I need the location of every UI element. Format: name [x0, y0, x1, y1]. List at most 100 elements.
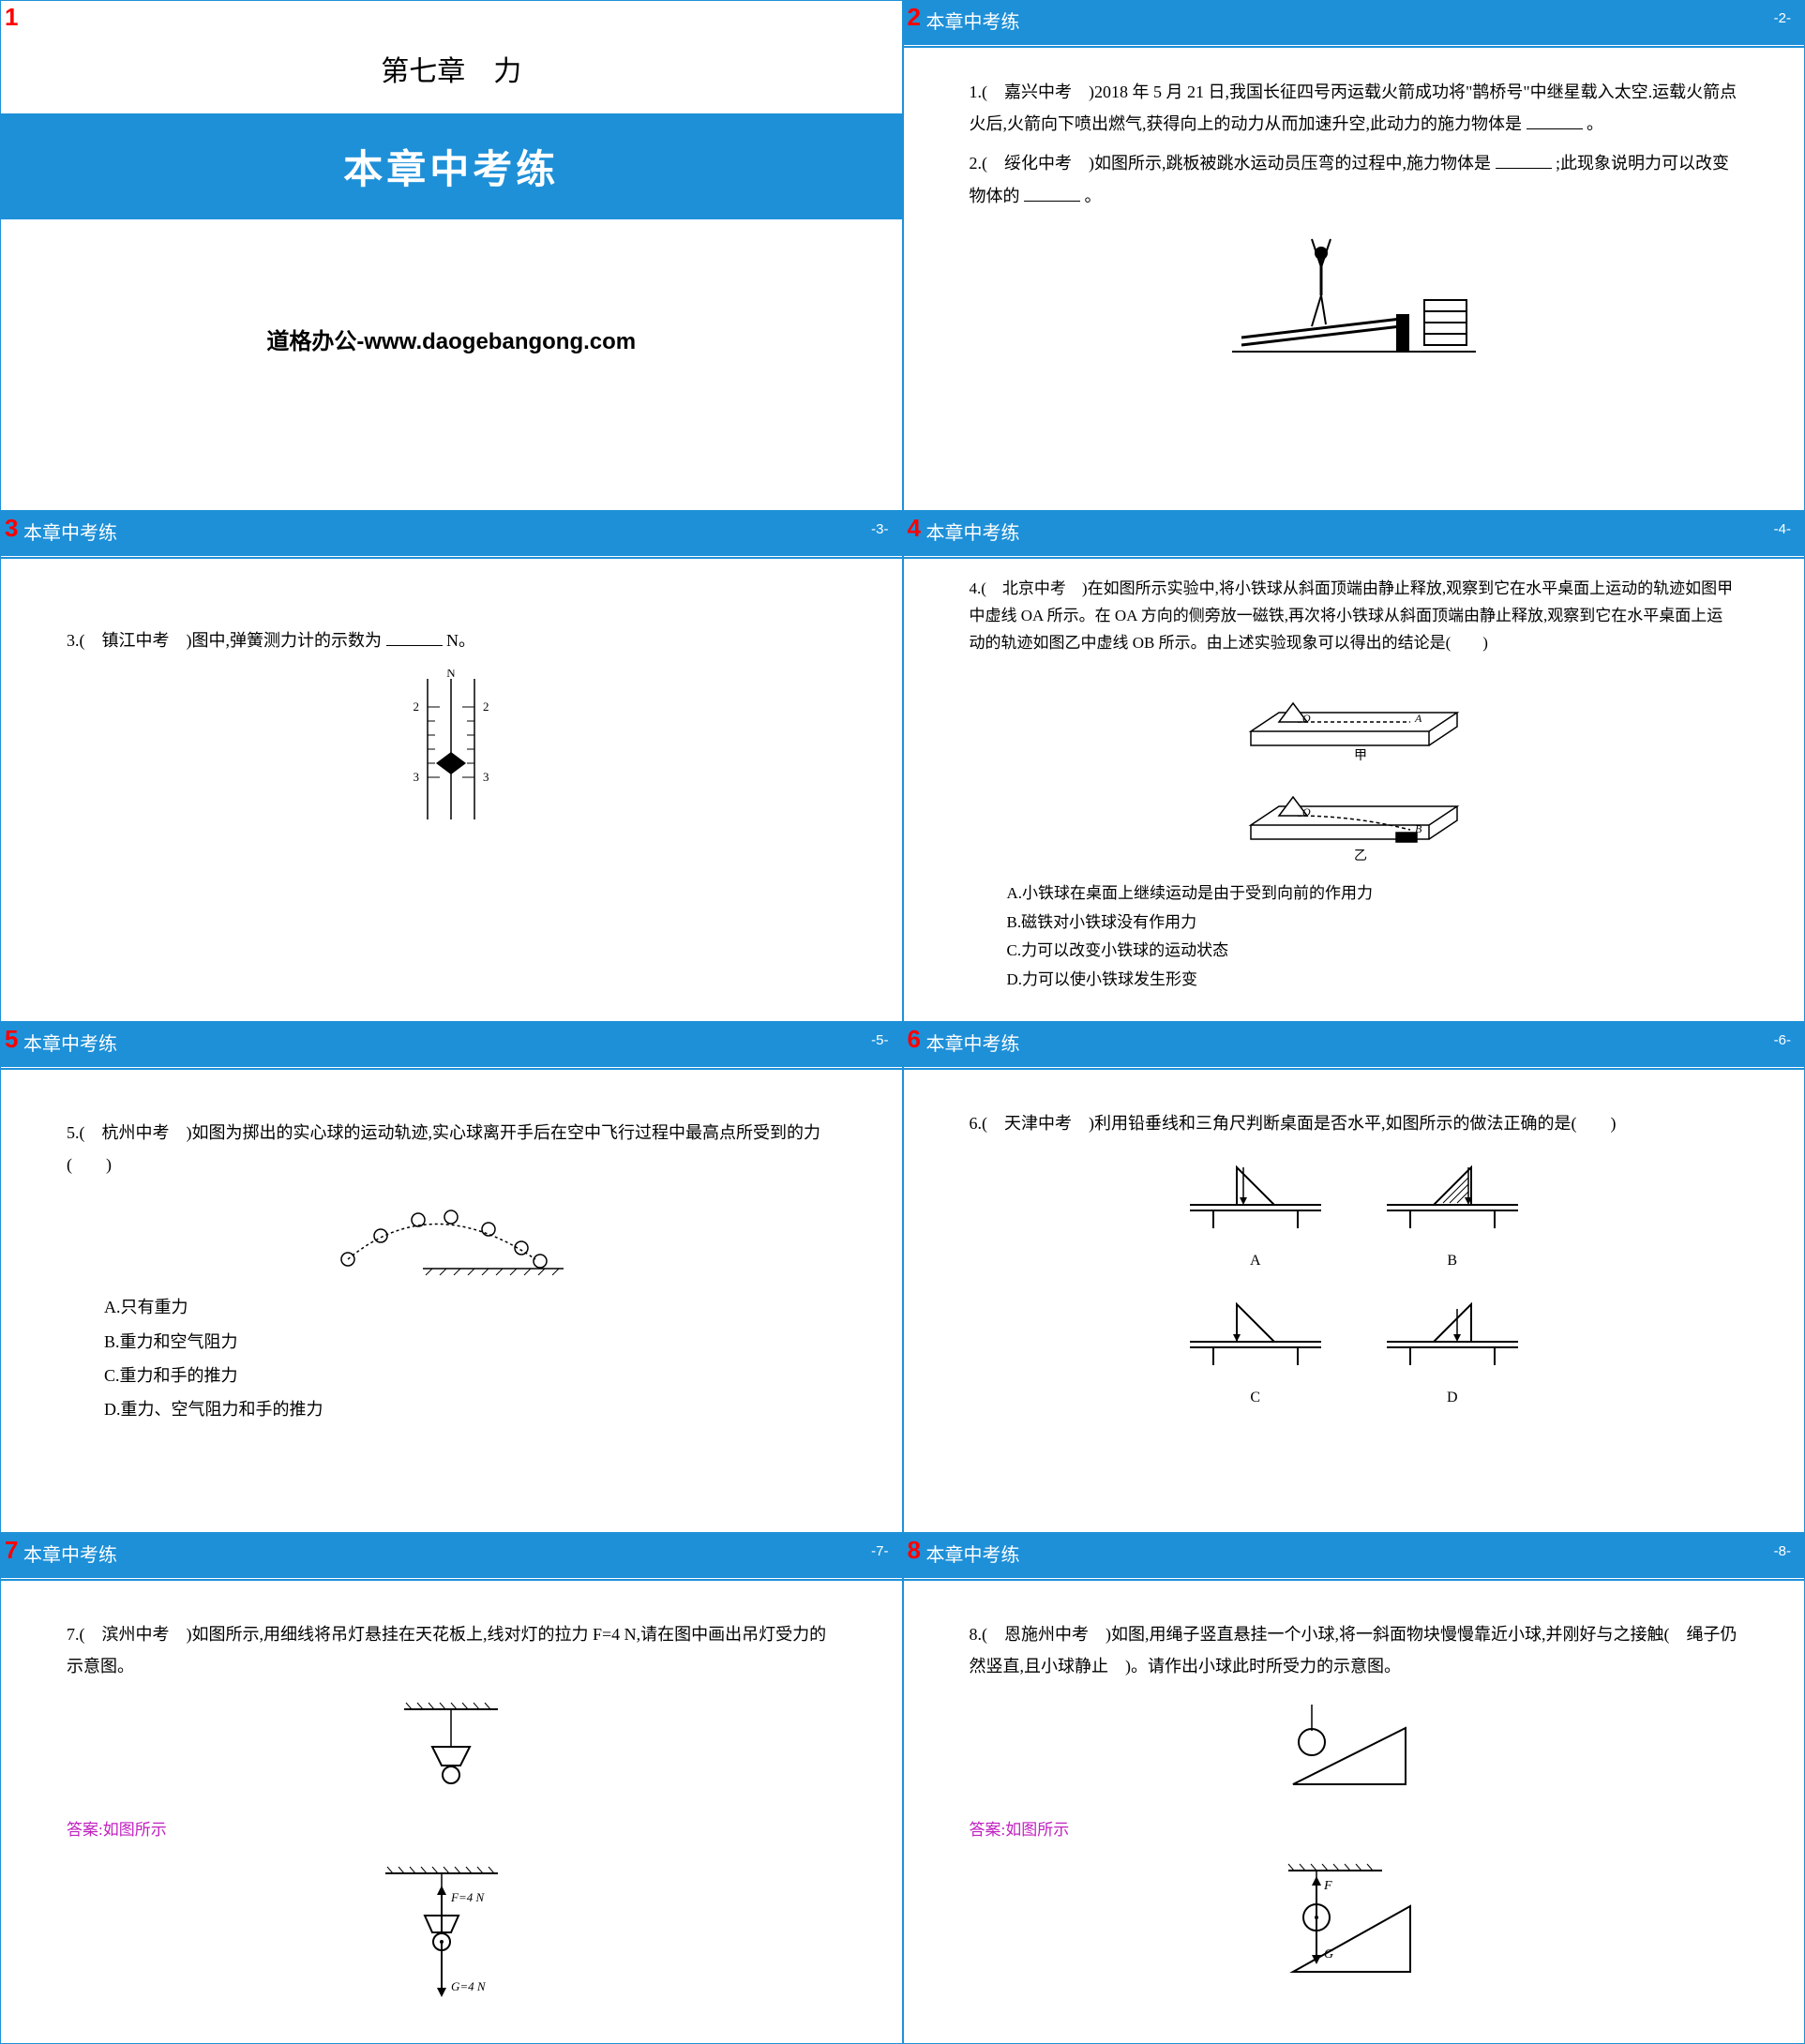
header-label: 本章中考练	[926, 12, 1020, 33]
content-area: 5.( 杭州中考 )如图为掷出的实心球的运动轨迹,实心球离开手后在空中飞行过程中…	[1, 1070, 902, 1446]
figure-a: A	[1185, 1149, 1326, 1276]
page-number: -8-	[1755, 1541, 1804, 1561]
question-2: 2.( 绥化中考 )如图所示,跳板被跳水运动员压弯的过程中,施力物体是 ;此现象…	[970, 147, 1739, 211]
option-a: A.只有重力	[104, 1291, 836, 1323]
label-F: F=4 N	[450, 1890, 485, 1904]
label-O: O	[1302, 805, 1311, 819]
main-title: 本章中考练	[1, 113, 902, 219]
content-area: 6.( 天津中考 )利用铅垂线和三角尺判断桌面是否水平,如图所示的做法正确的是(…	[904, 1070, 1805, 1440]
scale-mark: 2	[414, 699, 420, 714]
label-B: B	[1415, 822, 1422, 835]
slide-5: 5 本章中考练 -5- 5.( 杭州中考 )如图为掷出的实心球的运动轨迹,实心球…	[0, 1022, 903, 1533]
option-b: B.磁铁对小铁球没有作用力	[1007, 909, 1739, 937]
slide-header: 本章中考练	[904, 1, 1805, 42]
option-b: B.重力和空气阻力	[104, 1326, 836, 1358]
question-1: 1.( 嘉兴中考 )2018 年 5 月 21 日,我国长征四号丙运载火箭成功将…	[970, 76, 1739, 140]
page-number: -2-	[1755, 8, 1804, 28]
blank	[1024, 185, 1080, 202]
header-label: 本章中考练	[23, 523, 117, 544]
question-6: 6.( 天津中考 )利用铅垂线和三角尺判断桌面是否水平,如图所示的做法正确的是(…	[970, 1107, 1739, 1139]
slide-6: 6 本章中考练 -6- 6.( 天津中考 )利用铅垂线和三角尺判断桌面是否水平,…	[903, 1022, 1805, 1533]
figure-lamp-1	[67, 1695, 836, 1798]
option-a: A.小铁球在桌面上继续运动是由于受到向前的作用力	[1007, 880, 1739, 908]
figure-ball-1	[970, 1695, 1739, 1798]
slide-header: 本章中考练	[904, 1023, 1805, 1064]
options: A.只有重力 B.重力和空气阻力 C.重力和手的推力 D.重力、空气阻力和手的推…	[104, 1291, 836, 1425]
figure-row-1: A B	[970, 1149, 1739, 1276]
header-label: 本章中考练	[23, 1545, 117, 1566]
slide-header: 本章中考练	[1, 1023, 902, 1064]
slide-header: 本章中考练	[904, 512, 1805, 553]
label-jia: 甲	[1354, 749, 1367, 763]
page-number: -7-	[852, 1541, 901, 1561]
content-area: 8.( 恩施州中考 )如图,用绳子竖直悬挂一个小球,将一斜面物块慢慢靠近小球,并…	[904, 1581, 1805, 2032]
slide-number: 8	[908, 1536, 921, 1565]
scale-mark: 3	[483, 770, 489, 784]
slide-1: 1 第七章 力 本章中考练 道格办公-www.daogebangong.com	[0, 0, 903, 511]
content-area: 7.( 滨州中考 )如图所示,用细线将吊灯悬挂在天花板上,线对灯的拉力 F=4 …	[1, 1581, 902, 2041]
slide-number: 1	[5, 3, 18, 32]
option-c: C.力可以改变小铁球的运动状态	[1007, 938, 1739, 965]
question-5: 5.( 杭州中考 )如图为掷出的实心球的运动轨迹,实心球离开手后在空中飞行过程中…	[67, 1117, 836, 1180]
option-d: D.重力、空气阻力和手的推力	[104, 1393, 836, 1425]
content-area: 4.( 北京中考 )在如图所示实验中,将小铁球从斜面顶端由静止释放,观察到它在水…	[904, 559, 1805, 1014]
scale-mark: 2	[483, 699, 489, 714]
slide-header: 本章中考练	[1, 512, 902, 553]
page-number: -3-	[852, 519, 901, 539]
slide-7: 7 本章中考练 -7- 7.( 滨州中考 )如图所示,用细线将吊灯悬挂在天花板上…	[0, 1533, 903, 2044]
scale-unit: N	[447, 669, 457, 680]
label-F: F	[1323, 1879, 1332, 1893]
slide-header: 本章中考练	[1, 1534, 902, 1575]
slide-number: 7	[5, 1536, 18, 1565]
scale-mark: 3	[414, 770, 420, 784]
label-O: O	[1302, 712, 1311, 725]
slide-2: 2 本章中考练 -2- 1.( 嘉兴中考 )2018 年 5 月 21 日,我国…	[903, 0, 1805, 511]
label-c: C	[1185, 1384, 1326, 1412]
figure-d: D	[1382, 1285, 1523, 1413]
figure-spring-scale: N 2 2 3 3	[67, 669, 836, 829]
slide-8: 8 本章中考练 -8- 8.( 恩施州中考 )如图,用绳子竖直悬挂一个小球,将一…	[903, 1533, 1805, 2044]
question-8: 8.( 恩施州中考 )如图,用绳子竖直悬挂一个小球,将一斜面物块慢慢靠近小球,并…	[970, 1618, 1739, 1682]
content-area: 3.( 镇江中考 )图中,弹簧测力计的示数为 N。 N 2 2	[1, 559, 902, 861]
page-number: -6-	[1755, 1030, 1804, 1050]
slide-number: 3	[5, 514, 18, 543]
figure-diver	[970, 225, 1739, 366]
figure-trajectory	[67, 1194, 836, 1278]
figure-lamp-2: F=4 N G=4 N	[67, 1859, 836, 2009]
option-c: C.重力和手的推力	[104, 1360, 836, 1391]
q3-text: 3.( 镇江中考 )图中,弹簧测力计的示数为	[67, 631, 382, 650]
blank	[386, 629, 443, 646]
q2-text: 2.( 绥化中考 )如图所示,跳板被跳水运动员压弯的过程中,施力物体是	[970, 154, 1492, 173]
slide-4: 4 本章中考练 -4- 4.( 北京中考 )在如图所示实验中,将小铁球从斜面顶端…	[903, 511, 1805, 1022]
figure-b: B	[1382, 1149, 1523, 1276]
label-b: B	[1382, 1247, 1523, 1275]
answer-label: 答案:如图所示	[970, 1815, 1739, 1845]
q2-tail: 。	[1085, 187, 1102, 205]
header-label: 本章中考练	[926, 523, 1020, 544]
slide-header: 本章中考练	[904, 1534, 1805, 1575]
figure-c: C	[1185, 1285, 1326, 1413]
header-label: 本章中考练	[926, 1545, 1020, 1566]
blank	[1527, 113, 1583, 129]
q1-tail: 。	[1587, 114, 1603, 133]
figure-row-2: C D	[970, 1285, 1739, 1413]
header-label: 本章中考练	[926, 1034, 1020, 1055]
label-G: G=4 N	[451, 1979, 487, 1993]
figure-tracks: O A 甲 O B 乙	[970, 670, 1739, 867]
q1-text: 1.( 嘉兴中考 )2018 年 5 月 21 日,我国长征四号丙运载火箭成功将…	[970, 83, 1737, 133]
content-area: 1.( 嘉兴中考 )2018 年 5 月 21 日,我国长征四号丙运载火箭成功将…	[904, 48, 1805, 398]
slide-number: 4	[908, 514, 921, 543]
slide-number: 2	[908, 3, 921, 32]
blank	[1496, 152, 1552, 169]
chapter-title: 第七章 力	[381, 48, 521, 89]
label-A: A	[1414, 712, 1422, 725]
q3-unit: N。	[446, 631, 475, 650]
label-d: D	[1382, 1384, 1523, 1412]
answer-label: 答案:如图所示	[67, 1815, 836, 1845]
figure-ball-2: F G	[970, 1859, 1739, 2000]
options: A.小铁球在桌面上继续运动是由于受到向前的作用力 B.磁铁对小铁球没有作用力 C…	[1007, 880, 1739, 995]
question-3: 3.( 镇江中考 )图中,弹簧测力计的示数为 N。	[67, 624, 836, 656]
question-7: 7.( 滨州中考 )如图所示,用细线将吊灯悬挂在天花板上,线对灯的拉力 F=4 …	[67, 1618, 836, 1682]
slide-3: 3 本章中考练 -3- 3.( 镇江中考 )图中,弹簧测力计的示数为 N。 N	[0, 511, 903, 1022]
brand-text: 道格办公-www.daogebangong.com	[266, 323, 636, 355]
